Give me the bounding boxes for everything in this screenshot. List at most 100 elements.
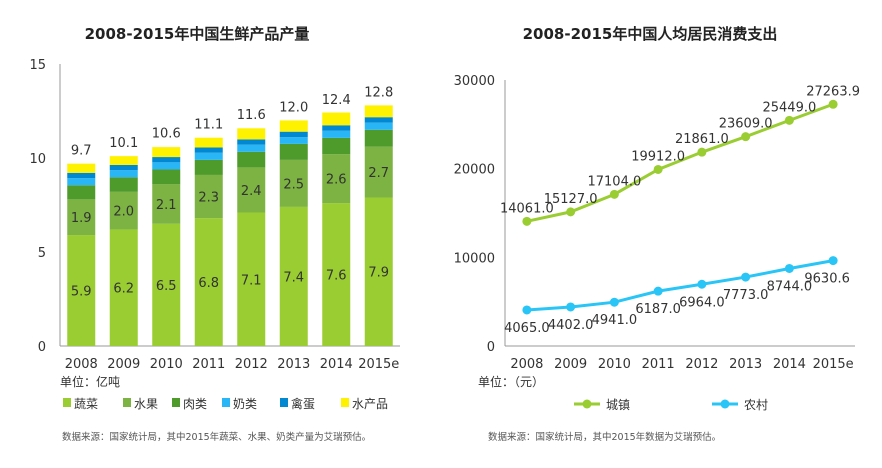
line-x-tick-label: 2010 <box>598 357 631 372</box>
bar-segment-蔬菜 <box>322 203 351 346</box>
line-legend-label: 农村 <box>744 398 768 412</box>
bar-segment-水果 <box>152 184 181 224</box>
bar-segment-水果 <box>109 191 138 230</box>
bar-legend-label: 肉类 <box>183 397 207 411</box>
line-point <box>566 302 576 312</box>
bar-segment-value-label: 5.9 <box>71 285 92 300</box>
bar-segment-value-label: 2.5 <box>283 177 304 192</box>
bar-segment-蔬菜 <box>152 223 181 346</box>
bar-segment-奶类 <box>237 144 266 152</box>
bar-y-tick-label: 15 <box>29 58 46 73</box>
bar-legend-swatch <box>280 398 288 407</box>
bar-total-label: 12.8 <box>364 85 393 100</box>
bar-segment-水产品 <box>109 156 138 165</box>
line-point <box>566 207 576 217</box>
bar-legend-swatch <box>341 398 349 407</box>
line-point-label: 21861.0 <box>675 132 729 147</box>
bar-segment-奶类 <box>194 152 223 160</box>
bar-x-tick-label: 2015e <box>358 357 399 372</box>
line-point-label: 17104.0 <box>587 174 641 189</box>
bar-segment-水产品 <box>67 163 96 173</box>
bar-y-tick-label: 5 <box>38 246 46 261</box>
line-legend-marker <box>720 399 730 409</box>
line-chart-unit-label: 单位：（元） <box>478 374 544 389</box>
line-point <box>784 263 794 273</box>
bar-segment-奶类 <box>364 122 393 130</box>
line-legend-marker <box>582 399 592 409</box>
line-point <box>522 305 532 315</box>
bar-segment-value-label: 2.0 <box>113 205 134 220</box>
bar-segment-水产品 <box>279 120 308 132</box>
bar-x-tick-label: 2008 <box>65 357 98 372</box>
bar-segment-肉类 <box>109 177 138 192</box>
bar-segment-value-label: 2.6 <box>326 173 347 188</box>
line-point-label: 7773.0 <box>723 288 769 303</box>
line-point-label: 23609.0 <box>719 117 773 132</box>
line-x-tick-label: 2014 <box>773 357 806 372</box>
line-chart-source: 数据来源：国家统计局，其中2015年数据为艾瑞预估。 <box>488 431 721 443</box>
bar-segment-奶类 <box>152 162 181 170</box>
line-series-城镇 <box>526 102 834 223</box>
bar-segment-value-label: 7.1 <box>241 273 262 288</box>
line-point-label: 14061.0 <box>500 201 554 216</box>
bar-segment-禽蛋 <box>152 157 181 163</box>
bar-total-label: 12.0 <box>279 100 308 115</box>
line-point <box>653 164 663 174</box>
bar-segment-肉类 <box>322 137 351 155</box>
bar-segment-水果 <box>279 159 308 207</box>
bar-segment-禽蛋 <box>279 131 308 138</box>
line-x-tick-label: 2009 <box>554 357 587 372</box>
line-point <box>609 189 619 199</box>
bar-segment-蔬菜 <box>364 197 393 346</box>
bar-segment-value-label: 7.6 <box>326 269 347 284</box>
line-point <box>741 132 751 142</box>
bar-y-tick-label: 0 <box>38 340 46 355</box>
line-point <box>653 286 663 296</box>
line-point <box>697 279 707 289</box>
bar-legend-swatch <box>123 398 131 407</box>
bar-segment-value-label: 6.8 <box>198 276 219 291</box>
bar-y-tick-label: 10 <box>29 152 46 167</box>
line-point-label: 6964.0 <box>679 295 725 310</box>
bar-legend-label: 水产品 <box>352 397 388 411</box>
line-x-tick-label: 2011 <box>642 357 675 372</box>
bar-legend-swatch <box>222 398 230 407</box>
bar-legend-swatch <box>63 398 71 407</box>
line-legend-label: 城镇 <box>606 398 630 412</box>
bar-segment-禽蛋 <box>237 139 266 145</box>
bar-chart-unit-label: 单位：亿吨 <box>60 374 120 389</box>
bar-segment-value-label: 6.5 <box>156 279 177 294</box>
bar-segment-肉类 <box>364 129 393 147</box>
bar-segment-禽蛋 <box>364 117 393 123</box>
bar-legend-label: 蔬菜 <box>74 397 98 411</box>
line-point <box>697 147 707 157</box>
bar-legend-label: 奶类 <box>233 397 257 411</box>
bar-segment-肉类 <box>279 143 308 160</box>
bar-segment-水产品 <box>194 137 223 148</box>
bar-segment-肉类 <box>67 185 96 200</box>
bar-segment-肉类 <box>237 151 266 168</box>
line-point-label: 6187.0 <box>635 302 681 317</box>
bar-total-label: 11.1 <box>194 117 223 132</box>
bar-segment-value-label: 7.9 <box>368 266 389 281</box>
bar-total-label: 11.6 <box>237 108 266 123</box>
line-point <box>784 115 794 125</box>
line-point-label: 15127.0 <box>544 192 598 207</box>
bar-segment-奶类 <box>279 137 308 144</box>
bar-segment-水果 <box>322 154 351 204</box>
line-point <box>741 272 751 282</box>
line-point-label: 8744.0 <box>767 279 813 294</box>
bar-segment-蔬菜 <box>279 206 308 346</box>
bar-segment-奶类 <box>109 170 138 178</box>
bar-segment-蔬菜 <box>237 212 266 346</box>
bar-segment-禽蛋 <box>194 147 223 153</box>
bar-segment-水果 <box>237 167 266 213</box>
bar-segment-value-label: 2.7 <box>368 166 389 181</box>
bar-segment-value-label: 6.2 <box>113 282 134 297</box>
bar-segment-禽蛋 <box>109 164 138 171</box>
bar-x-tick-label: 2013 <box>277 357 310 372</box>
bar-total-label: 9.7 <box>71 144 92 159</box>
line-point-label: 4402.0 <box>548 318 594 333</box>
